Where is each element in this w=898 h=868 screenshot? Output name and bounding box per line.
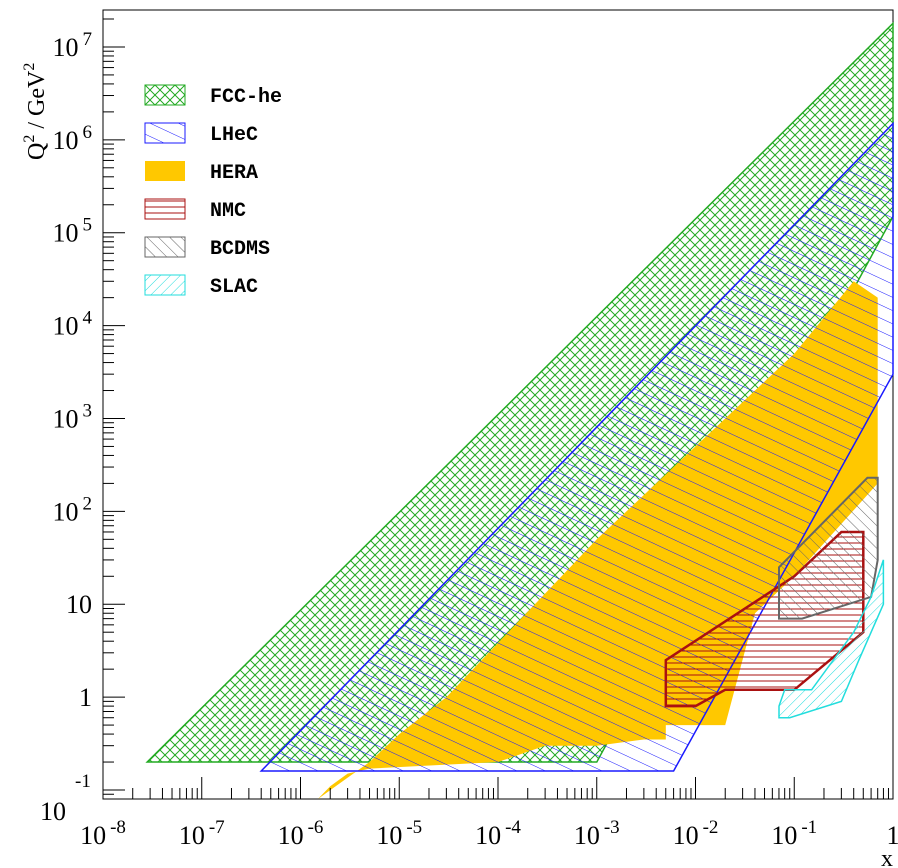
axes: 10 -8 10 -7 10 -6 10 -5 10 -4 10 -3 10 -2 10 -1 1 10-1 1 10… — [40, 18, 898, 850]
y-axis-label: Q2 / GeV2 — [21, 63, 50, 160]
y-tick-label: 10 3 — [53, 400, 93, 433]
legend-swatch-slac — [144, 274, 186, 296]
y-tick-label: 10 2 — [53, 493, 93, 526]
x-tick-label: 10 -5 — [376, 817, 422, 850]
y-tick-label: 10 — [66, 590, 92, 619]
x-tick-label: 1 — [887, 821, 898, 850]
x-tick-label: 10 -3 — [574, 817, 620, 850]
x-tick-label: 10 -4 — [475, 817, 521, 850]
legend-label-slac: SLAC — [210, 276, 258, 299]
y-tick-label: 10 4 — [53, 308, 93, 341]
x-tick-label: 10 -1 — [771, 817, 817, 850]
y-tick-label: 10-1 — [40, 771, 91, 826]
x-tick-label: 10 -8 — [80, 817, 126, 850]
x-axis-label: x — [881, 846, 893, 868]
series-area-lhec — [259, 121, 894, 772]
legend-swatch-fcc-he — [144, 84, 186, 106]
legend: FCC-he LHeC HERA NMC BCDMS SLAC — [144, 84, 282, 299]
series-area-bcdms — [778, 476, 879, 620]
legend-label-nmc: NMC — [210, 200, 246, 223]
y-tick-label: 1 — [79, 683, 92, 712]
x-tick-label: 10 -6 — [278, 817, 324, 850]
y-tick-label: 10 5 — [53, 215, 93, 248]
legend-swatch-bcdms — [144, 236, 186, 258]
legend-swatch-nmc — [144, 198, 186, 220]
series-areas — [145, 21, 894, 799]
y-tick-label: 10 7 — [53, 29, 93, 62]
legend-label-fcc-he: FCC-he — [210, 86, 282, 109]
series-area-slac — [778, 559, 885, 719]
legend-label-bcdms: BCDMS — [210, 238, 270, 261]
legend-swatch-hera — [145, 161, 185, 181]
x-tick-label: 10 -2 — [673, 817, 719, 850]
y-tick-label: 10 6 — [53, 122, 93, 155]
x-tick-label: 10 -7 — [179, 817, 225, 850]
legend-label-lhec: LHeC — [210, 124, 258, 147]
legend-swatch-lhec — [144, 122, 186, 144]
legend-label-hera: HERA — [210, 162, 258, 185]
